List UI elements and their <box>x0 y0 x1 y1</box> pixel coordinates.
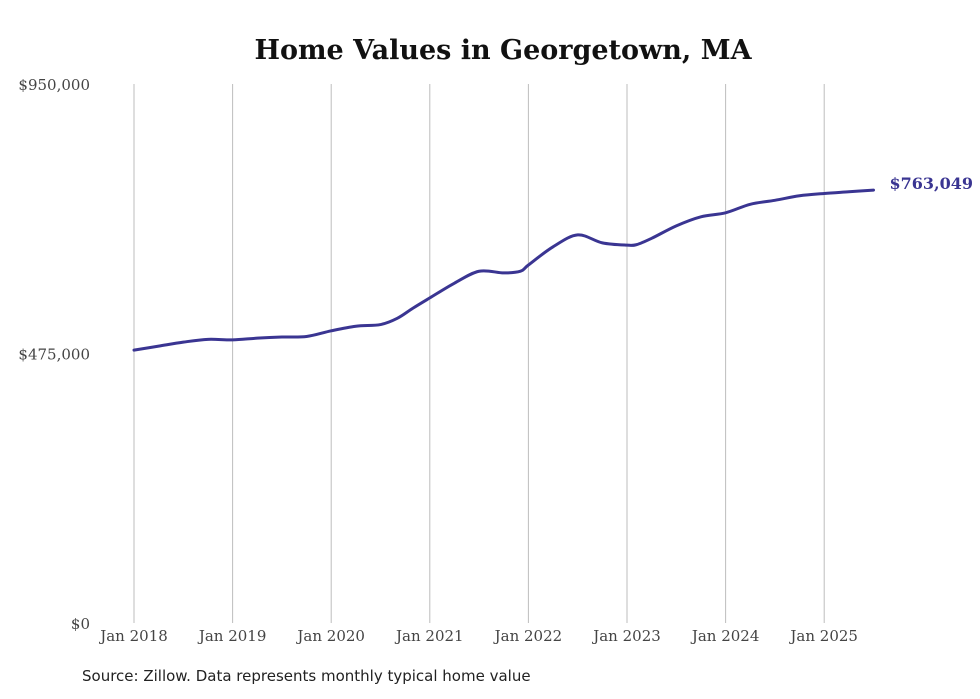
chart-title: Home Values in Georgetown, MA <box>254 35 752 66</box>
x-tick-label: Jan 2020 <box>295 627 365 645</box>
end-value-label: $763,049 <box>890 174 974 193</box>
x-tick-label: Jan 2025 <box>788 627 858 645</box>
x-tick-label: Jan 2024 <box>690 627 760 645</box>
y-tick-label: $950,000 <box>18 76 90 94</box>
y-tick-label: $0 <box>71 615 90 633</box>
x-tick-label: Jan 2022 <box>493 627 563 645</box>
source-note: Source: Zillow. Data represents monthly … <box>82 667 531 685</box>
x-tick-label: Jan 2019 <box>197 627 267 645</box>
x-tick-label: Jan 2023 <box>591 627 661 645</box>
x-tick-label: Jan 2021 <box>394 627 464 645</box>
x-tick-label: Jan 2018 <box>98 627 168 645</box>
y-tick-label: $475,000 <box>18 346 90 364</box>
series-line <box>132 188 875 352</box>
